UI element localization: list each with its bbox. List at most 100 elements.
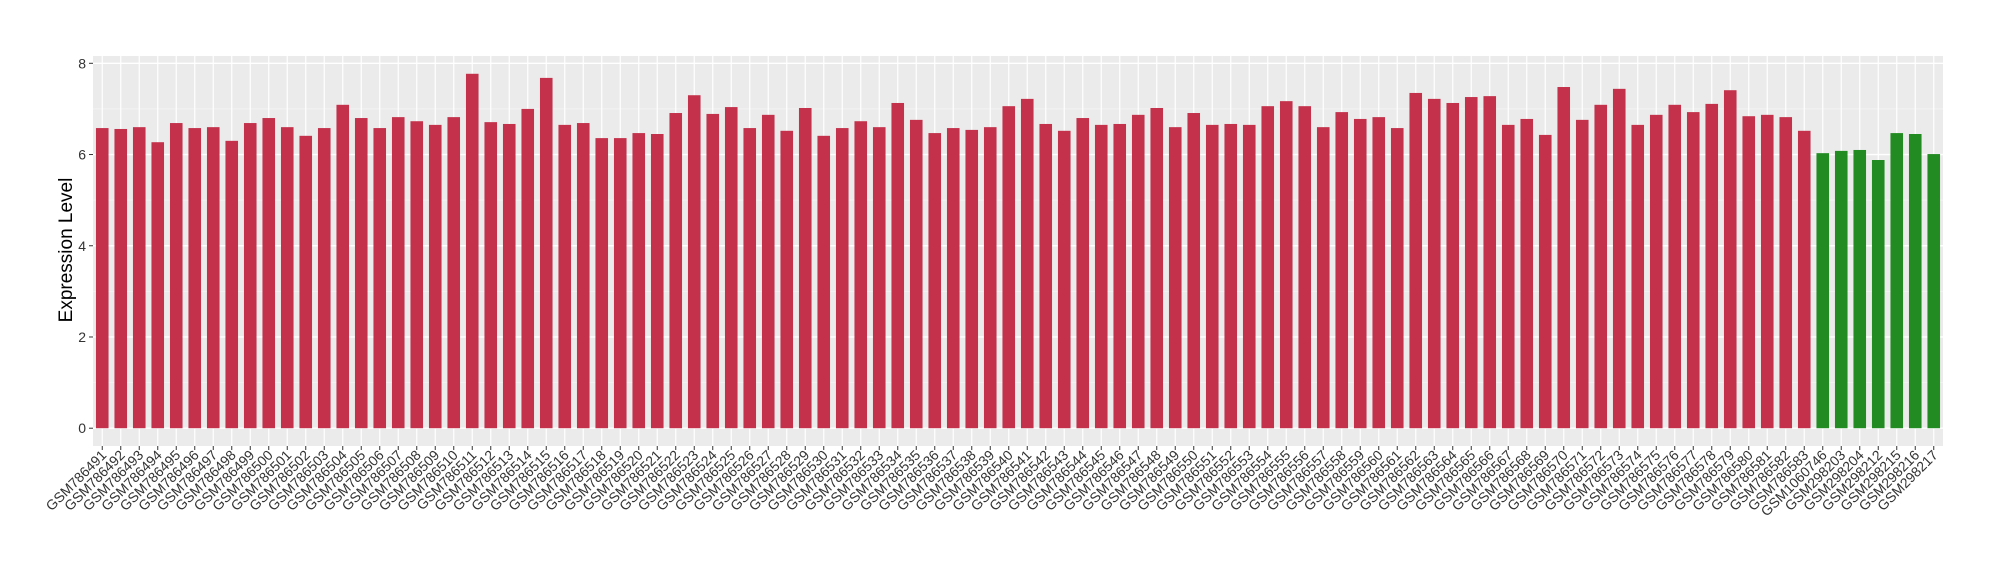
bars [95, 73, 1941, 429]
bar-GSM298203 [1834, 150, 1848, 429]
bar-GSM786548 [1150, 108, 1164, 429]
bar-GSM786556 [1298, 106, 1312, 429]
bar-GSM786517 [576, 123, 590, 429]
bar-GSM786525 [724, 107, 738, 429]
bar-GSM786534 [891, 102, 905, 429]
bar-GSM786551 [1205, 124, 1219, 429]
bar-GSM298215 [1890, 133, 1904, 429]
bar-GSM786563 [1427, 98, 1441, 429]
bar-GSM786579 [1723, 90, 1737, 429]
bar-GSM786555 [1279, 101, 1293, 429]
bar-GSM786580 [1742, 116, 1756, 429]
bar-GSM786565 [1464, 97, 1478, 429]
bar-GSM786576 [1668, 104, 1682, 429]
bar-GSM786528 [780, 130, 794, 429]
bar-GSM786582 [1779, 117, 1793, 429]
bar-GSM786552 [1224, 123, 1238, 429]
bar-GSM786562 [1409, 92, 1423, 429]
bar-GSM298204 [1853, 149, 1867, 429]
bar-GSM786536 [928, 133, 942, 429]
bar-GSM1060746 [1816, 153, 1830, 429]
bar-GSM786574 [1631, 124, 1645, 429]
bar-GSM786543 [1057, 130, 1071, 429]
bar-GSM786569 [1538, 134, 1552, 429]
bar-GSM786496 [188, 128, 202, 429]
bar-GSM786521 [650, 134, 664, 429]
bar-GSM786566 [1483, 96, 1497, 429]
bar-GSM786546 [1113, 123, 1127, 429]
bar-GSM786537 [946, 128, 960, 429]
bar-GSM298212 [1871, 160, 1885, 429]
bar-GSM786540 [1002, 106, 1016, 429]
bar-GSM786583 [1797, 130, 1811, 429]
bar-GSM786493 [132, 127, 146, 429]
bar-GSM786558 [1335, 112, 1349, 429]
bar-GSM786539 [983, 127, 997, 429]
bar-GSM786502 [299, 135, 313, 429]
bar-GSM786512 [484, 122, 498, 429]
y-axis-title: Expression Level [56, 178, 77, 323]
bar-GSM786545 [1094, 124, 1108, 429]
plot-panel [93, 56, 1943, 446]
bar-GSM786538 [965, 129, 979, 429]
y-axis: 0 2 4 6 8 [78, 55, 93, 436]
bar-GSM786500 [262, 118, 276, 429]
bar-GSM786494 [151, 142, 165, 429]
bar-GSM786522 [669, 113, 683, 429]
bar-GSM786573 [1612, 88, 1626, 429]
bar-GSM786513 [502, 123, 516, 429]
bar-GSM786501 [280, 127, 294, 429]
bar-GSM786527 [761, 114, 775, 429]
bar-GSM786544 [1076, 118, 1090, 429]
bar-GSM786541 [1020, 98, 1034, 429]
y-tick-label: 4 [78, 238, 86, 254]
bar-GSM786526 [743, 128, 757, 429]
bar-GSM786532 [854, 121, 868, 429]
y-tick-label: 0 [78, 420, 86, 436]
bar-GSM298216 [1908, 134, 1922, 429]
bar-GSM786547 [1131, 114, 1145, 429]
bar-GSM786506 [373, 128, 387, 429]
bar-GSM786498 [225, 140, 239, 429]
bar-GSM786514 [521, 108, 535, 429]
bar-GSM786492 [114, 128, 128, 429]
bar-GSM786554 [1261, 106, 1275, 429]
bar-GSM786575 [1649, 114, 1663, 429]
bar-GSM786495 [169, 123, 183, 429]
bar-GSM786549 [1168, 127, 1182, 429]
bar-GSM786567 [1501, 124, 1515, 429]
bar-GSM786564 [1446, 102, 1460, 429]
bar-GSM786571 [1575, 119, 1589, 429]
bar-GSM786511 [465, 73, 479, 429]
bar-GSM786542 [1039, 123, 1053, 429]
bar-GSM786568 [1520, 118, 1534, 429]
bar-GSM786491 [95, 128, 109, 429]
bar-GSM786533 [872, 127, 886, 429]
bar-GSM786507 [391, 117, 405, 429]
bar-GSM786553 [1242, 124, 1256, 429]
bar-GSM786550 [1187, 113, 1201, 429]
bar-GSM786508 [410, 121, 424, 429]
bar-GSM786503 [317, 128, 331, 429]
bar-GSM786578 [1705, 103, 1719, 429]
bar-GSM786570 [1557, 87, 1571, 429]
bar-GSM786518 [595, 138, 609, 429]
bar-GSM786529 [798, 108, 812, 429]
bar-GSM786561 [1390, 128, 1404, 429]
bar-GSM786520 [632, 133, 646, 429]
bar-GSM786519 [613, 138, 627, 429]
bar-GSM786523 [687, 95, 701, 429]
bar-GSM786559 [1353, 118, 1367, 429]
bar-GSM786497 [206, 127, 220, 429]
bar-GSM786504 [336, 104, 350, 429]
bar-GSM786581 [1760, 114, 1774, 429]
x-axis: GSM786491GSM786492GSM786493GSM786494GSM7… [42, 446, 1941, 519]
bar-GSM786509 [428, 124, 442, 429]
y-tick-label: 8 [78, 55, 86, 71]
bar-GSM786515 [539, 77, 553, 429]
bar-GSM786560 [1372, 117, 1386, 429]
bar-GSM786499 [243, 123, 257, 429]
bar-GSM786524 [706, 113, 720, 429]
bar-GSM786510 [447, 117, 461, 429]
